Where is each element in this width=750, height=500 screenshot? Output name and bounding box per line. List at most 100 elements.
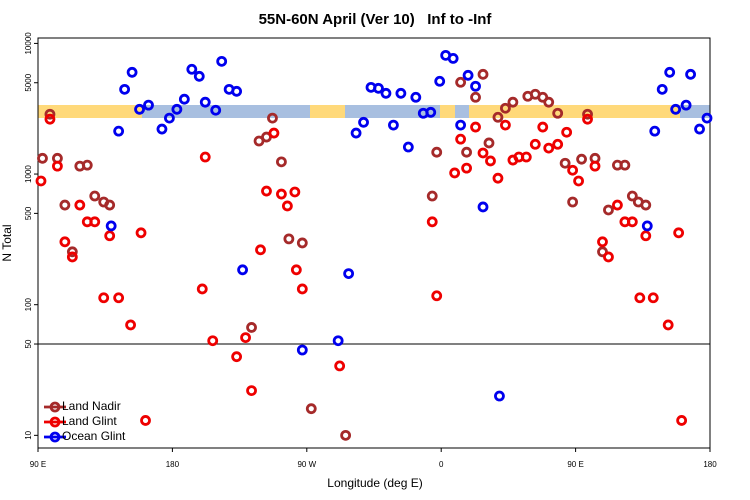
land-ocean-strip — [38, 105, 710, 118]
data-point — [649, 125, 661, 137]
data-point — [561, 126, 573, 138]
data-point — [477, 147, 489, 159]
data-point — [676, 415, 688, 426]
data-point — [573, 175, 584, 187]
data-point — [449, 167, 461, 179]
data-point — [267, 112, 278, 124]
data-point — [426, 216, 438, 228]
data-point — [210, 104, 222, 116]
data-point — [140, 415, 151, 426]
x-axis-label: Longitude (deg E) — [327, 476, 422, 490]
data-point — [494, 390, 505, 402]
series — [105, 49, 713, 402]
data-point — [59, 236, 71, 248]
x-tick-label: 90 W — [297, 460, 316, 469]
data-point — [143, 99, 154, 111]
data-point — [343, 268, 355, 279]
data-point — [231, 85, 243, 97]
data-point — [461, 162, 472, 174]
data-point — [290, 264, 302, 276]
data-point — [656, 83, 668, 95]
data-point — [543, 96, 555, 108]
data-point — [113, 125, 125, 137]
data-point — [113, 292, 125, 304]
data-point — [207, 335, 219, 347]
data-point — [199, 151, 211, 163]
y-tick-label: 500 — [24, 206, 33, 220]
ocean-strip — [455, 105, 469, 118]
data-point — [216, 55, 228, 67]
data-point — [134, 103, 145, 115]
y-tick-label: 10 — [24, 430, 33, 439]
data-point — [634, 292, 646, 304]
data-point — [199, 96, 211, 108]
y-tick-label: 50 — [24, 339, 33, 348]
data-point — [350, 127, 362, 139]
data-point — [447, 52, 459, 64]
data-point — [425, 106, 437, 118]
data-point — [582, 113, 593, 125]
data-point — [395, 87, 407, 99]
data-point — [603, 251, 614, 263]
data-point — [261, 185, 272, 197]
data-point — [670, 103, 682, 115]
data-point — [500, 119, 511, 131]
ocean-strip — [680, 105, 710, 118]
data-point — [246, 385, 257, 397]
data-point — [603, 204, 614, 216]
data-point — [283, 233, 295, 245]
data-point — [296, 344, 308, 356]
data-point — [44, 108, 56, 120]
data-point — [492, 111, 504, 123]
y-axis-label: N Total — [0, 224, 14, 261]
legend-marker — [49, 431, 61, 443]
data-point — [680, 99, 692, 111]
data-point — [455, 76, 467, 88]
data-point — [477, 68, 489, 80]
data-point — [281, 200, 293, 212]
data-point — [455, 133, 467, 145]
data-point — [44, 113, 56, 125]
data-point — [552, 107, 564, 119]
data-point — [178, 93, 190, 105]
data-point — [268, 127, 280, 139]
data-point — [537, 121, 549, 133]
data-point — [567, 196, 579, 208]
data-point — [673, 227, 685, 239]
data-point — [237, 264, 248, 276]
data-point — [597, 236, 608, 248]
data-point — [664, 66, 676, 78]
data-point — [52, 160, 63, 172]
data-point — [640, 230, 652, 242]
data-point — [402, 141, 414, 153]
data-point — [240, 332, 251, 343]
data-point — [276, 156, 287, 168]
data-point — [89, 190, 101, 202]
data-point — [701, 112, 713, 124]
data-point — [434, 75, 446, 87]
data-point — [431, 146, 443, 158]
data-point — [126, 66, 138, 78]
data-point — [626, 216, 638, 228]
data-point — [276, 188, 287, 200]
data-point — [647, 292, 659, 304]
data-point — [104, 230, 116, 242]
plot-frame — [37, 37, 711, 449]
data-point — [255, 244, 266, 256]
data-point — [81, 159, 93, 171]
ocean-strip — [345, 105, 440, 118]
x-tick-label: 180 — [166, 460, 180, 469]
x-tick-label: 90 E — [567, 460, 583, 469]
data-point — [105, 220, 117, 232]
data-point — [305, 403, 317, 415]
data-point — [98, 292, 110, 304]
data-point — [552, 138, 564, 150]
data-point — [431, 290, 443, 302]
data-point — [619, 159, 631, 171]
data-point — [289, 186, 301, 198]
data-point — [612, 199, 623, 211]
data-point — [35, 175, 47, 187]
